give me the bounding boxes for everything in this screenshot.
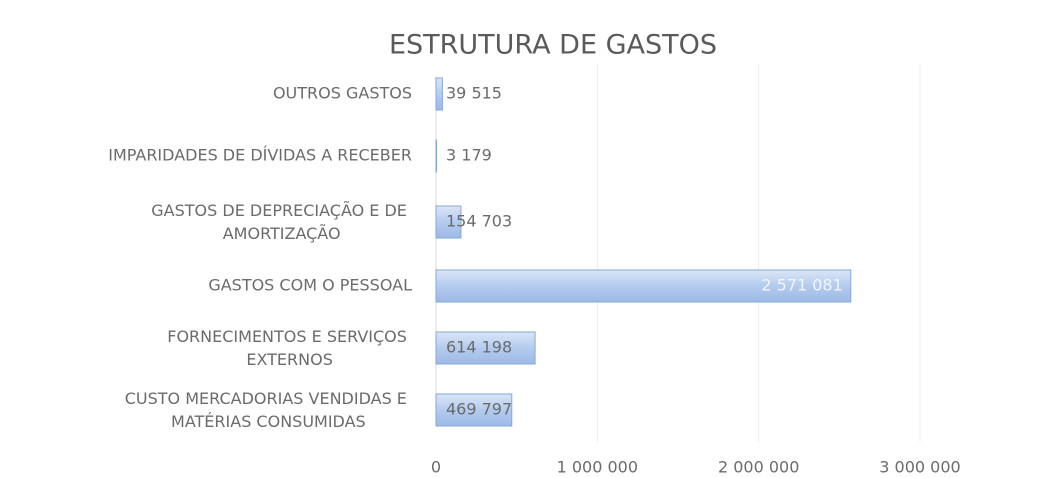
bar bbox=[435, 139, 438, 173]
y-tick-label: CUSTO MERCADORIAS VENDIDAS E MATÉRIAS CO… bbox=[125, 389, 412, 431]
y-tick-label: IMPARIDADES DE DÍVIDAS A RECEBER bbox=[108, 146, 412, 165]
y-tick-label: FORNECIMENTOS E SERVIÇOS EXTERNOS bbox=[167, 327, 412, 369]
data-label: 3 179 bbox=[446, 146, 492, 165]
x-tick-label: 1 000 000 bbox=[557, 458, 638, 477]
bar bbox=[435, 77, 443, 111]
y-tick-label: GASTOS COM O PESSOAL bbox=[208, 276, 412, 295]
bar bbox=[435, 205, 462, 239]
data-label: 469 797 bbox=[446, 400, 512, 419]
data-label: 154 703 bbox=[446, 212, 512, 231]
y-tick-label: GASTOS DE DEPRECIAÇÃO E DE AMORTIZAÇÃO bbox=[151, 201, 412, 243]
data-label: 2 571 081 bbox=[761, 276, 842, 295]
x-tick-label: 2 000 000 bbox=[718, 458, 799, 477]
x-tick-label: 0 bbox=[431, 458, 441, 477]
data-label: 39 515 bbox=[446, 84, 502, 103]
bar bbox=[435, 331, 536, 365]
bar bbox=[435, 269, 852, 303]
x-tick-label: 3 000 000 bbox=[879, 458, 960, 477]
data-label: 614 198 bbox=[446, 338, 512, 357]
chart-title: ESTRUTURA DE GASTOS bbox=[389, 30, 717, 61]
y-tick-label: OUTROS GASTOS bbox=[273, 84, 412, 103]
bar bbox=[435, 393, 513, 427]
